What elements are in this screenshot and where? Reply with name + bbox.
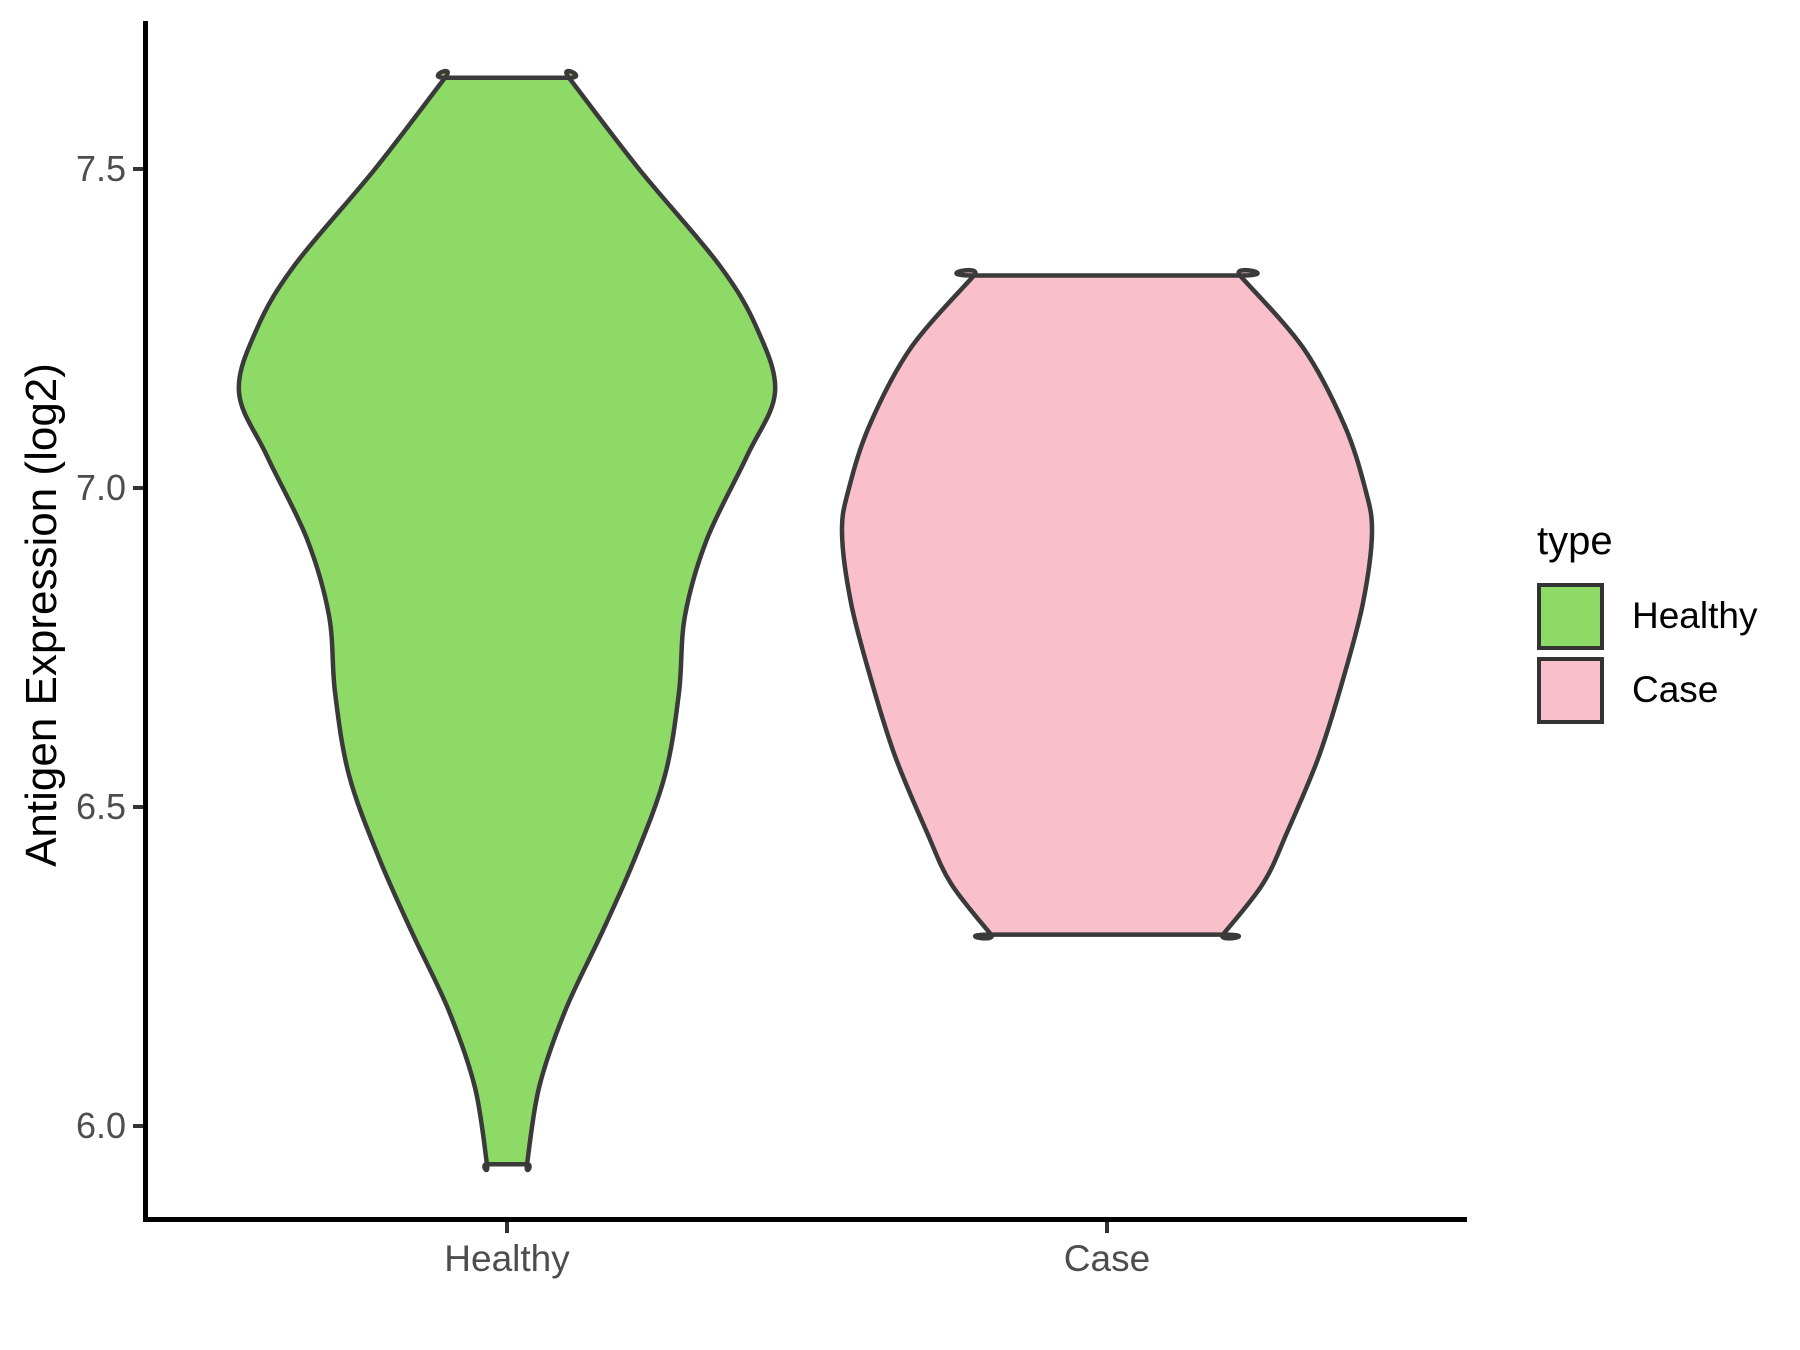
plot-panel: [236, 68, 1375, 1173]
legend: type Healthy Case: [1537, 519, 1757, 724]
y-tick-mark: [133, 1124, 143, 1128]
y-tick-label: 7.5: [75, 148, 126, 189]
y-tick-label: 6.0: [75, 1105, 126, 1146]
y-tick-mark: [133, 486, 143, 490]
y-axis-line: [143, 21, 148, 1222]
x-tick-label-case: Case: [1063, 1238, 1151, 1279]
x-tick-mark: [1105, 1222, 1109, 1233]
legend-label-healthy: Healthy: [1632, 595, 1758, 636]
legend-key-case: [1537, 657, 1604, 724]
y-axis-title: Antigen Expression (log2): [17, 363, 66, 867]
legend-title: type: [1537, 519, 1613, 563]
x-axis-line: [143, 1217, 1467, 1222]
legend-label-case: Case: [1632, 669, 1719, 710]
x-tick-mark: [505, 1222, 509, 1233]
violin-healthy: [236, 68, 778, 1173]
y-tick-mark: [133, 167, 143, 171]
y-tick-label: 6.5: [75, 786, 126, 827]
legend-key-healthy: [1537, 583, 1604, 650]
y-tick-mark: [133, 805, 143, 809]
y-tick-label: 7.0: [75, 467, 126, 508]
x-tick-label-healthy: Healthy: [444, 1238, 570, 1279]
violin-case: [839, 267, 1375, 941]
